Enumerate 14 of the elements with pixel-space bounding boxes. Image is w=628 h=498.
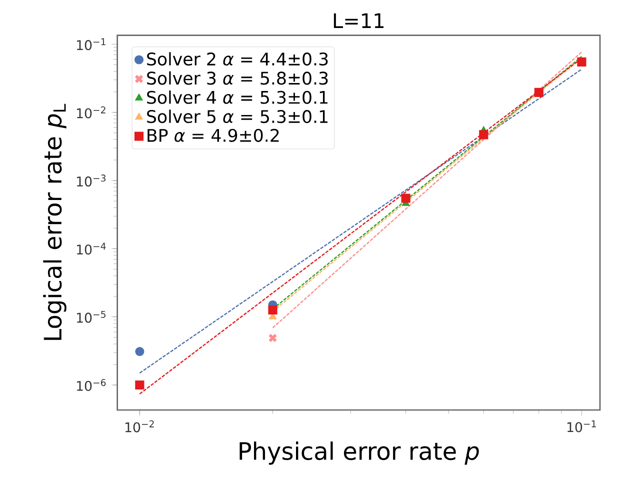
y-tick-label: 10$^{−2}$ — [77, 106, 106, 118]
chart-title: L=11 — [334, 13, 384, 28]
y-tick-label: 10$^{−6}$ — [77, 379, 106, 391]
legend-label: Solver 5 α = 5.3±0.1 — [147, 110, 328, 124]
legend-label: BP α = 4.9±0.2 — [148, 128, 279, 142]
y-tick-label: 10$^{−3}$ — [77, 174, 106, 187]
y-tick-label: 10$^{−1}$ — [77, 38, 106, 50]
y-tick-label: 10$^{−5}$ — [77, 310, 106, 323]
legend-label: Solver 3 α = 5.8±0.3 — [147, 71, 328, 85]
legend-label: Solver 2 α = 4.4±0.3 — [147, 52, 328, 66]
y-axis-title: Logical error rate p$_{L}$ — [43, 104, 66, 340]
legend-label: Solver 4 α = 5.3±0.1 — [147, 90, 328, 104]
x-axis-title: Physical error rate p — [240, 442, 479, 465]
y-tick-label: 10$^{−4}$ — [77, 242, 106, 255]
